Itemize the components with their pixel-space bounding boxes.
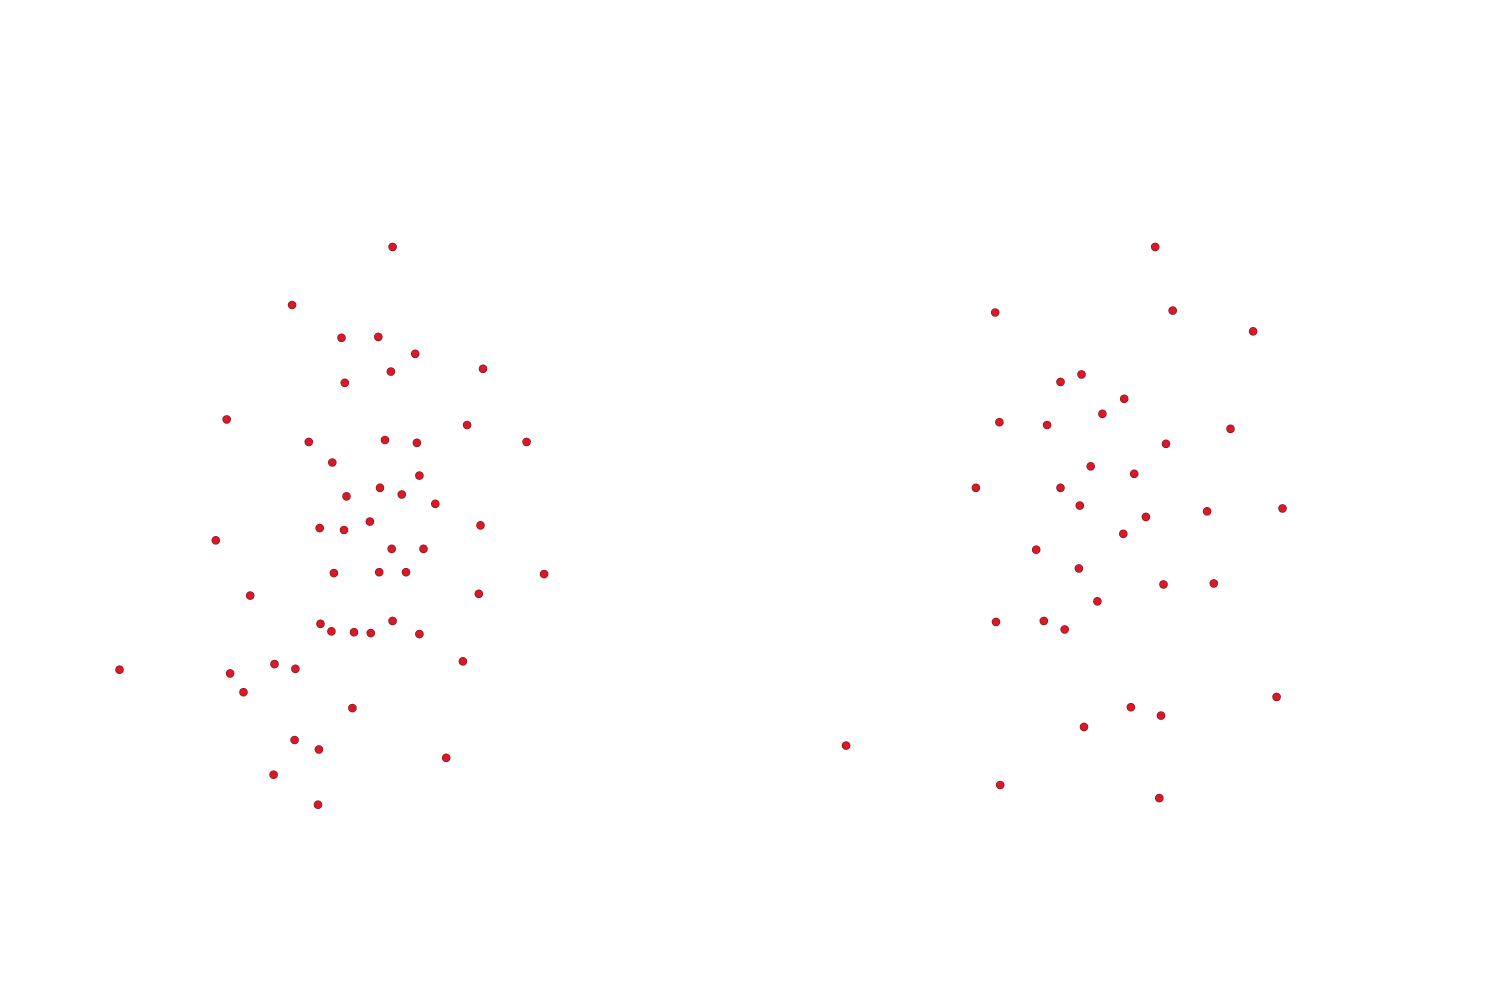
scatter-point (313, 800, 323, 810)
scatter-point (1202, 506, 1212, 516)
scatter-point (1056, 377, 1065, 387)
scatter-point (339, 525, 349, 535)
scatter-point (386, 367, 396, 376)
scatter-point (1079, 722, 1089, 732)
scatter-point (245, 591, 255, 600)
scatter-point (1226, 424, 1235, 434)
scatter-point (1129, 469, 1139, 479)
scatter-point (1209, 579, 1219, 588)
scatter-point (410, 349, 420, 359)
scatter-point (1119, 529, 1128, 539)
scatter-point (225, 669, 235, 678)
scatter-point (990, 308, 1000, 317)
scatter-point (1119, 394, 1129, 404)
scatter-point (115, 665, 124, 675)
scatter-point (1086, 461, 1095, 471)
scatter-point (314, 745, 324, 754)
scatter-point (1248, 326, 1258, 336)
scatter-point (269, 770, 278, 780)
scatter-point (1161, 439, 1171, 449)
scatter-point (415, 629, 424, 639)
scatter-point (1155, 793, 1164, 803)
scatter-point (995, 780, 1005, 790)
scatter-point (458, 656, 468, 666)
scatter-point (476, 520, 485, 530)
scatter-point (1042, 420, 1052, 430)
scatter-point (388, 242, 397, 252)
scatter-point (397, 490, 407, 499)
scatter-point (329, 568, 339, 578)
scatter-point (349, 627, 359, 637)
scatter-point (1074, 564, 1084, 573)
scatter-point (971, 483, 981, 493)
scatter-point (991, 617, 1001, 627)
scatter-point (412, 438, 422, 448)
scatter-point (1126, 702, 1136, 712)
scatter-point (441, 753, 451, 763)
scatter-point (419, 544, 428, 554)
scatter-point (366, 628, 376, 638)
scatter-point (1093, 596, 1102, 606)
scatter-point (304, 437, 314, 447)
scatter-point (1075, 501, 1085, 510)
scatter-point (1168, 306, 1177, 315)
scatter-point (995, 417, 1004, 427)
scatter-point (1156, 711, 1166, 720)
scatter-point (373, 332, 383, 342)
scatter-point (1098, 409, 1107, 419)
scatter-point (375, 483, 385, 493)
scatter-point (539, 569, 549, 579)
scatter-point (342, 491, 351, 501)
scatter-point (522, 437, 531, 447)
scatter-point (340, 378, 350, 388)
scatter-point (1272, 692, 1281, 702)
scatter-point (478, 364, 488, 374)
scatter-point (316, 619, 325, 629)
scatter-panel-left (115, 242, 549, 810)
scatter-point (270, 659, 279, 669)
scatter-point (222, 415, 231, 424)
scatter-point (1060, 625, 1069, 634)
scatter-point (327, 626, 336, 636)
scatter-point (327, 458, 337, 467)
scatter-point (287, 300, 297, 310)
scatter-point (348, 703, 357, 713)
scatter-point (388, 616, 397, 626)
scatter-point (1141, 512, 1151, 522)
scatter-point (315, 523, 325, 533)
scatter-point (1056, 483, 1065, 493)
scatter-point (211, 535, 221, 545)
scatter-point (374, 567, 384, 577)
scatter-point (1278, 504, 1287, 513)
scatter-point (415, 471, 424, 480)
scatter-point (291, 664, 300, 674)
scatter-point (1150, 242, 1160, 252)
scatter-point (841, 741, 851, 750)
scatter-point (239, 687, 248, 697)
scatter-point (430, 499, 440, 509)
scatter-point (380, 435, 390, 445)
scatter-point (1031, 545, 1041, 555)
scatter-point (474, 589, 484, 599)
scatter-point (401, 567, 411, 577)
scatter-point (387, 544, 397, 554)
scatter-point (365, 517, 375, 526)
scatter-panel-right (841, 242, 1287, 803)
scatter-point (337, 333, 346, 343)
scatter-point (1077, 370, 1086, 379)
scatter-point (290, 735, 299, 745)
scatter-point (1039, 616, 1049, 626)
scatter-point (462, 420, 472, 430)
scatter-point (1159, 580, 1168, 589)
